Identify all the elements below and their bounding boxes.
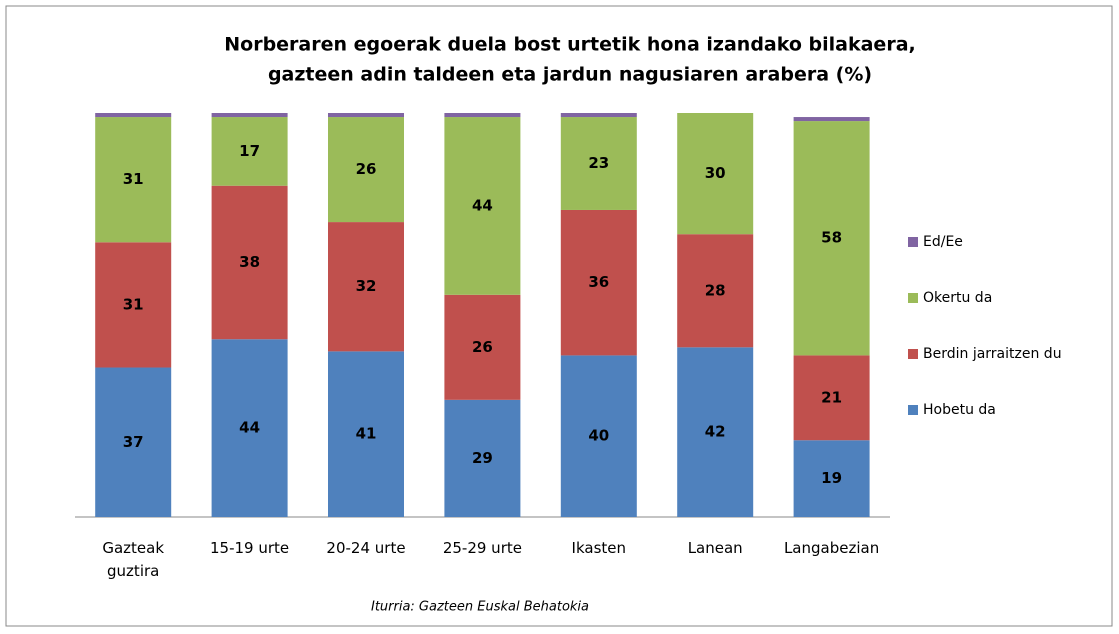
bar-segment xyxy=(560,209,637,356)
bar-segment xyxy=(444,399,521,517)
data-label: 31 xyxy=(123,295,144,313)
bar-segment xyxy=(560,355,637,517)
bar-segment xyxy=(211,117,288,186)
bar-segment xyxy=(560,117,637,210)
bar-segment xyxy=(444,294,521,400)
bar-segment xyxy=(677,347,754,517)
bar-segment xyxy=(793,117,870,122)
data-label: 29 xyxy=(472,449,493,467)
data-label: 58 xyxy=(821,229,842,247)
chart-border xyxy=(5,5,1113,627)
bar-segment xyxy=(793,355,870,441)
data-label: 44 xyxy=(239,419,260,437)
source: Iturria: Gazteen Euskal Behatokia xyxy=(371,600,589,615)
data-label: 21 xyxy=(821,388,842,406)
bar-segment xyxy=(328,117,404,223)
data-label: 44 xyxy=(472,196,493,214)
data-label: 41 xyxy=(356,425,377,443)
bar-segment xyxy=(444,113,521,118)
bar-segment xyxy=(793,121,870,356)
chart-title: gazteen adin taldeen eta jardun nagusiar… xyxy=(268,64,872,86)
bar-segment xyxy=(793,440,870,517)
legend-swatch xyxy=(908,293,918,303)
x-tick-label: Gazteak guztira xyxy=(102,539,164,580)
data-label: 28 xyxy=(705,281,726,299)
bar-segment xyxy=(328,351,404,517)
chart-title: Norberaren egoerak duela bost urtetik ho… xyxy=(224,34,915,56)
legend-swatch xyxy=(908,405,918,415)
data-label: 37 xyxy=(123,433,144,451)
data-label: 32 xyxy=(356,277,377,295)
bar-segment xyxy=(95,367,172,517)
legend-swatch xyxy=(908,349,918,359)
legend-swatch xyxy=(908,237,918,247)
bar-segment xyxy=(211,339,288,517)
legend-label: Berdin jarraitzen du xyxy=(923,346,1062,362)
data-label: 19 xyxy=(821,469,842,487)
x-tick-label: Langabezian xyxy=(784,539,879,557)
bar-segment xyxy=(677,113,754,235)
data-label: 17 xyxy=(239,142,260,160)
data-label: 23 xyxy=(588,154,609,172)
x-tick-label: Lanean xyxy=(688,539,743,557)
bar-segment xyxy=(328,222,404,352)
x-tick-label: 25-29 urte xyxy=(443,539,522,557)
legend-label: Hobetu da xyxy=(923,402,996,418)
data-label: 42 xyxy=(705,423,726,441)
data-label: 40 xyxy=(588,427,609,445)
data-label: 26 xyxy=(356,160,377,178)
x-tick-label: 20-24 urte xyxy=(326,539,405,557)
legend-label: Ed/Ee xyxy=(923,234,963,250)
x-tick-label: Ikasten xyxy=(572,539,626,557)
bar-segment xyxy=(95,113,172,118)
x-tick-label: 15-19 urte xyxy=(210,539,289,557)
data-label: 31 xyxy=(123,170,144,188)
bar-segment xyxy=(560,113,637,118)
bar-segment xyxy=(444,117,521,295)
data-label: 38 xyxy=(239,253,260,271)
bar-segment xyxy=(211,113,288,118)
data-label: 30 xyxy=(705,164,726,182)
bar-segment xyxy=(211,185,288,340)
bar-segment xyxy=(328,113,404,118)
data-label: 36 xyxy=(588,273,609,291)
bar-segment xyxy=(95,242,172,368)
legend-label: Okertu da xyxy=(923,290,992,306)
data-label: 26 xyxy=(472,338,493,356)
bar-segment xyxy=(95,117,172,243)
bar-segment xyxy=(677,234,754,348)
